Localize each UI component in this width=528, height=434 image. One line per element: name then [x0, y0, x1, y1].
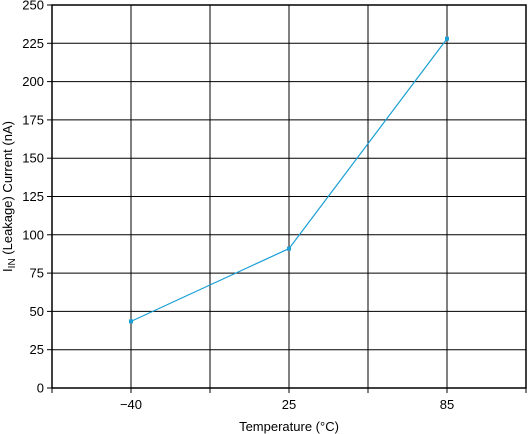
y-axis-title: IIN (Leakage) Current (nA): [0, 121, 18, 272]
y-tick-label: 50: [30, 304, 44, 319]
x-tick-label: 85: [440, 397, 454, 412]
y-tick-label: 25: [30, 342, 44, 357]
x-tick-label: −40: [120, 397, 142, 412]
x-tick-label: 25: [282, 397, 296, 412]
x-axis-ticks: −40 25 85: [51, 388, 527, 412]
y-tick-label: 200: [22, 74, 44, 89]
y-tick-label: 75: [30, 266, 44, 281]
y-tick-label: 250: [22, 0, 44, 13]
data-point: [129, 319, 133, 324]
x-axis-title: Temperature (°C): [239, 419, 339, 434]
data-point: [445, 36, 449, 41]
y-tick-label: 150: [22, 151, 44, 166]
y-axis-title-rest: (Leakage) Current (nA): [0, 121, 15, 258]
y-tick-label: 175: [22, 112, 44, 127]
data-point: [287, 246, 291, 251]
y-axis-title-main: I: [0, 268, 15, 272]
y-tick-label: 225: [22, 36, 44, 51]
y-tick-label: 0: [37, 381, 44, 396]
y-tick-label: 100: [22, 227, 44, 242]
y-axis-ticks: 0 25 50 75 100 125 150 175 200 225 250: [22, 0, 52, 396]
y-tick-label: 125: [22, 189, 44, 204]
grid-lines: [52, 4, 526, 389]
y-axis-title-subscript: IN: [7, 258, 18, 268]
series-group: [129, 36, 449, 324]
